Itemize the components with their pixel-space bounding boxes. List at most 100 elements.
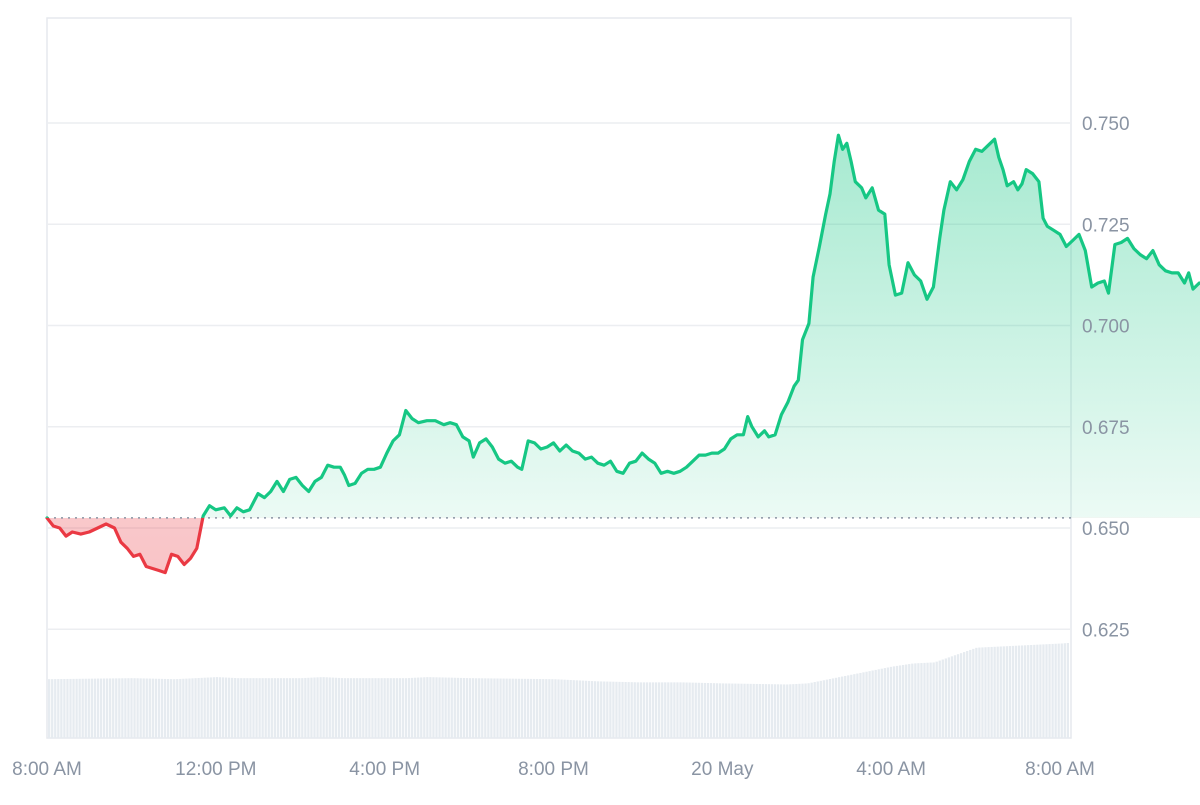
volume-bar	[859, 672, 862, 738]
x-tick-label: 8:00 AM	[12, 759, 82, 780]
x-tick-label: 8:00 PM	[518, 759, 589, 780]
volume-bar	[597, 681, 600, 738]
volume-bar	[682, 682, 685, 738]
volume-bar	[600, 681, 603, 738]
volume-bar	[398, 678, 402, 738]
volume-bar	[737, 683, 740, 738]
volume-bar	[526, 678, 530, 738]
volume-bar	[865, 671, 868, 738]
volume-bar	[749, 683, 752, 738]
volume-bar	[630, 682, 633, 738]
price-line[interactable]	[45, 133, 1200, 575]
volume-bar	[246, 678, 249, 738]
volume-bar	[923, 662, 926, 738]
volume-bar	[731, 683, 734, 738]
volume-bar	[938, 660, 941, 738]
volume-bar	[325, 677, 328, 738]
volume-bar	[270, 678, 273, 738]
volume-bar	[502, 678, 505, 738]
volume-bar	[1051, 643, 1054, 738]
volume-bar	[1002, 646, 1005, 738]
volume-bar	[160, 678, 164, 738]
volume-bar	[423, 677, 426, 738]
volume-bar	[215, 677, 219, 738]
volume-bar	[197, 678, 200, 738]
volume-bar	[252, 678, 255, 738]
volume-bar	[984, 647, 987, 738]
volume-bar	[72, 678, 75, 738]
volume-bar	[1066, 643, 1069, 738]
volume-bar	[154, 678, 158, 738]
volume-bar	[709, 683, 713, 738]
volume-bar	[240, 678, 243, 738]
volume-bar	[898, 665, 902, 738]
volume-bar	[914, 663, 917, 738]
volume-bar	[813, 682, 816, 738]
volume-bar	[410, 677, 414, 738]
volume-bar	[850, 674, 853, 738]
volume-bar	[285, 678, 289, 738]
volume-bar	[90, 678, 93, 738]
volume-bar	[648, 682, 652, 738]
volume-bar	[783, 684, 786, 738]
volume-bar	[407, 678, 411, 738]
volume-bar	[874, 669, 877, 738]
volume-bar	[115, 678, 118, 738]
y-tick-label: 0.725	[1082, 215, 1130, 236]
volume-bar	[917, 663, 920, 738]
volume-bar	[389, 678, 392, 738]
x-tick-label: 12:00 PM	[175, 759, 256, 780]
volume-bar	[780, 684, 783, 738]
volume-bar	[889, 666, 893, 738]
volume-bar	[587, 680, 591, 738]
volume-bar	[295, 678, 298, 738]
volume-bar	[929, 662, 932, 738]
price-line-up[interactable]	[45, 133, 1200, 572]
volume-bar	[371, 678, 374, 738]
volume-bar	[319, 677, 322, 738]
volume-bar	[825, 679, 829, 738]
volume-bar	[722, 683, 725, 738]
volume-bar	[801, 683, 804, 738]
volume-bar	[249, 678, 252, 738]
volume-bar	[377, 678, 380, 738]
volume-bar	[298, 678, 301, 738]
volume-bar	[545, 679, 548, 738]
volume-bar	[789, 684, 792, 738]
volume-bar	[468, 678, 472, 738]
volume-bars	[48, 643, 1069, 738]
volume-bar	[456, 677, 459, 738]
volume-bar	[353, 678, 356, 738]
volume-bar	[819, 680, 822, 738]
volume-bar	[810, 682, 813, 738]
volume-bar	[124, 678, 127, 738]
volume-bar	[679, 682, 682, 738]
volume-bar	[264, 678, 267, 738]
volume-bar	[417, 677, 420, 738]
volume-bar	[1033, 644, 1036, 738]
volume-bar	[51, 679, 54, 738]
volume-bar	[380, 678, 383, 738]
volume-bar	[243, 678, 246, 738]
volume-bar	[1005, 646, 1008, 738]
volume-bar	[307, 677, 310, 738]
area-fill-up	[202, 135, 1200, 518]
volume-bar	[905, 664, 908, 738]
volume-bar	[383, 678, 386, 738]
volume-bar	[667, 682, 670, 738]
volume-bar	[328, 677, 331, 738]
volume-bar	[392, 678, 395, 738]
volume-bar	[496, 678, 499, 738]
volume-bar	[886, 667, 890, 738]
volume-bar	[145, 678, 148, 738]
volume-bar	[157, 678, 161, 738]
volume-bar	[563, 679, 566, 738]
volume-bar	[102, 678, 106, 738]
volume-bar	[725, 683, 728, 738]
volume-bar	[227, 677, 231, 738]
volume-bar	[685, 682, 688, 738]
volume-bar	[63, 678, 66, 738]
volume-bar	[798, 683, 801, 738]
